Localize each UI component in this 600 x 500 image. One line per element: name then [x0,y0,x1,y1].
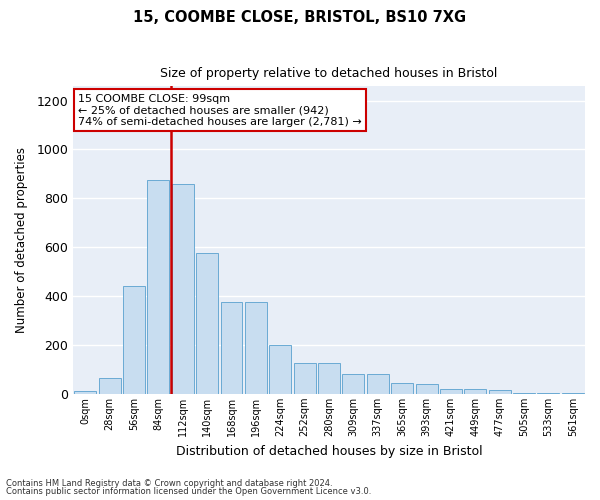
Bar [343,374,364,394]
Bar [172,184,194,394]
Bar [489,390,511,394]
Text: 15 COOMBE CLOSE: 99sqm
← 25% of detached houses are smaller (942)
74% of semi-de: 15 COOMBE CLOSE: 99sqm ← 25% of detached… [78,94,362,126]
Bar [196,254,218,394]
Bar [416,384,437,394]
Text: 15, COOMBE CLOSE, BRISTOL, BS10 7XG: 15, COOMBE CLOSE, BRISTOL, BS10 7XG [133,10,467,25]
Bar [74,392,96,394]
Bar [318,364,340,394]
Bar [440,389,462,394]
Bar [148,180,169,394]
Bar [245,302,267,394]
Y-axis label: Number of detached properties: Number of detached properties [15,147,28,333]
Bar [513,392,535,394]
Bar [221,302,242,394]
Text: Contains public sector information licensed under the Open Government Licence v3: Contains public sector information licen… [6,487,371,496]
Bar [464,390,486,394]
Bar [367,374,389,394]
X-axis label: Distribution of detached houses by size in Bristol: Distribution of detached houses by size … [176,444,482,458]
Bar [391,383,413,394]
Bar [293,364,316,394]
Title: Size of property relative to detached houses in Bristol: Size of property relative to detached ho… [160,68,498,80]
Bar [123,286,145,394]
Bar [98,378,121,394]
Bar [269,345,291,394]
Text: Contains HM Land Registry data © Crown copyright and database right 2024.: Contains HM Land Registry data © Crown c… [6,478,332,488]
